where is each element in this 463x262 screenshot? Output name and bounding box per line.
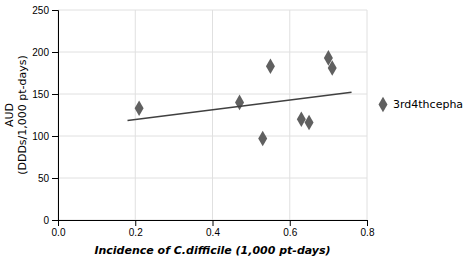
trendline bbox=[128, 92, 352, 120]
chart: 0.0 0.2 0.4 0.6 0.8 0 50 100 150 200 250 Incidence … bbox=[0, 0, 463, 262]
tick-label: 0.6 bbox=[283, 227, 297, 238]
tick-label: 0.4 bbox=[206, 227, 220, 238]
point bbox=[305, 115, 314, 131]
tick-label: 250 bbox=[32, 5, 49, 16]
axis-line bbox=[59, 221, 368, 227]
tick: 0.6 bbox=[283, 220, 297, 238]
grid-line bbox=[367, 10, 368, 220]
tick-mark bbox=[290, 220, 291, 226]
grid-line bbox=[58, 136, 367, 137]
tick-label: 0.0 bbox=[52, 227, 66, 238]
point bbox=[266, 58, 275, 74]
tick-mark bbox=[52, 136, 58, 137]
tick: 50 bbox=[38, 173, 58, 184]
tick-mark bbox=[135, 220, 136, 226]
point bbox=[258, 131, 267, 147]
point bbox=[135, 100, 144, 116]
axis-line bbox=[52, 11, 59, 221]
tick-label: 50 bbox=[38, 173, 50, 184]
point bbox=[235, 95, 244, 111]
tick-mark bbox=[367, 220, 368, 226]
tick-mark bbox=[52, 10, 58, 11]
point bbox=[328, 60, 337, 76]
x-axis-title: Incidence of C.difficile (1,000 pt-days) bbox=[94, 244, 330, 257]
y-axis-title-line: AUD bbox=[3, 103, 16, 127]
grid-line bbox=[135, 10, 136, 220]
plot: 0.0 0.2 0.4 0.6 0.8 0 50 100 150 200 250 bbox=[32, 5, 375, 238]
tick-label: 0.8 bbox=[361, 227, 375, 238]
grid-line bbox=[58, 52, 367, 53]
tick: 0.8 bbox=[361, 220, 375, 238]
tick-label: 100 bbox=[32, 131, 49, 142]
tick: 0 bbox=[43, 215, 58, 226]
y-axis-title-line: (DDDs/1,000 pt-days) bbox=[16, 55, 29, 175]
legend-label: 3rd4thcepha bbox=[393, 98, 463, 111]
legend: 3rd4thcepha bbox=[379, 97, 463, 113]
tick: 200 bbox=[32, 47, 58, 58]
tick-mark bbox=[52, 94, 58, 95]
tick-mark bbox=[52, 178, 58, 179]
grid-line bbox=[58, 94, 367, 95]
grid-line bbox=[58, 178, 367, 179]
tick: 0.4 bbox=[206, 220, 220, 238]
y-axis: 0 50 100 150 200 250 bbox=[32, 5, 58, 226]
tick-mark bbox=[52, 220, 58, 221]
tick-label: 0.2 bbox=[129, 227, 143, 238]
tick-label: 200 bbox=[32, 47, 49, 58]
tick: 250 bbox=[32, 5, 58, 16]
legend-symbol bbox=[379, 97, 388, 113]
tick-label: 150 bbox=[32, 89, 49, 100]
marks bbox=[128, 50, 352, 146]
grid-line bbox=[212, 10, 213, 220]
tick: 100 bbox=[32, 131, 58, 142]
point bbox=[297, 111, 306, 127]
grid bbox=[58, 10, 367, 220]
tick: 150 bbox=[32, 89, 58, 100]
tick: 0.2 bbox=[129, 220, 143, 238]
grid-line bbox=[58, 10, 367, 11]
tick-mark bbox=[213, 220, 214, 226]
tick: 0.0 bbox=[52, 220, 66, 238]
grid-line bbox=[289, 10, 290, 220]
x-axis: 0.0 0.2 0.4 0.6 0.8 bbox=[52, 220, 375, 238]
y-axis-title: AUD(DDDs/1,000 pt-days) bbox=[3, 55, 29, 175]
tick-label: 0 bbox=[43, 215, 49, 226]
tick-mark bbox=[52, 52, 58, 53]
